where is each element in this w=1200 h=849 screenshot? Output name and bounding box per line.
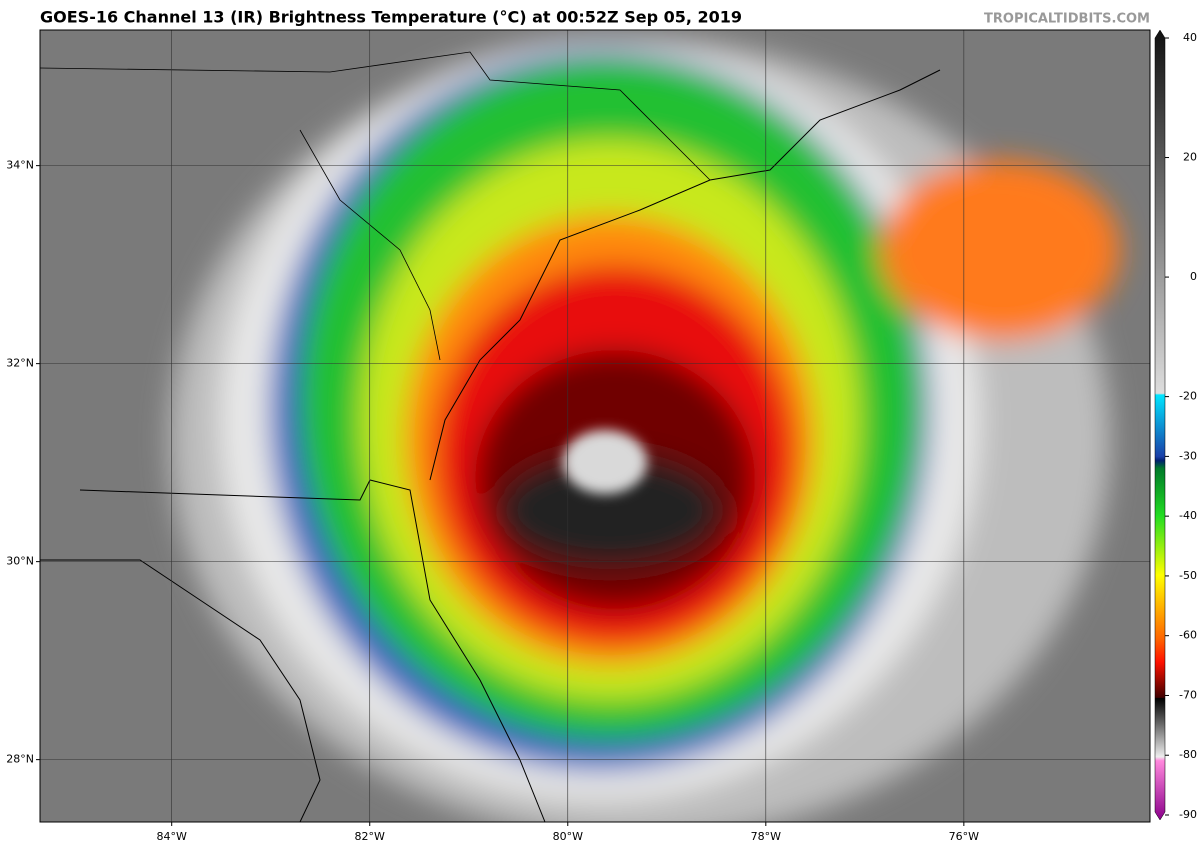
lon-label: 80°W xyxy=(553,830,583,843)
colorbar-label: 20 xyxy=(1183,151,1197,164)
satellite-image xyxy=(40,30,1150,822)
colorbar-label: -30 xyxy=(1179,449,1197,462)
map-frame xyxy=(39,29,1151,823)
lat-label: 30°N xyxy=(6,555,34,568)
lon-label: 82°W xyxy=(355,830,385,843)
colorbar-label: -60 xyxy=(1179,629,1197,642)
colorbar-label: -70 xyxy=(1179,688,1197,701)
title: GOES-16 Channel 13 (IR) Brightness Tempe… xyxy=(40,8,742,27)
colorbar-label: -40 xyxy=(1179,509,1197,522)
colorbar-label: -80 xyxy=(1179,748,1197,761)
lat-label: 28°N xyxy=(6,753,34,766)
credit: TROPICALTIDBITS.COM xyxy=(984,12,1150,27)
lon-label: 76°W xyxy=(949,830,979,843)
colorbar xyxy=(1154,29,1166,821)
colorbar-label: -90 xyxy=(1179,808,1197,821)
colorbar-label: 0 xyxy=(1190,270,1197,283)
lon-label: 84°W xyxy=(157,830,187,843)
colorbar-label: 40 xyxy=(1183,31,1197,44)
colorbar-label: -50 xyxy=(1179,569,1197,582)
lat-label: 34°N xyxy=(6,159,34,172)
colorbar-label: -20 xyxy=(1179,390,1197,403)
lat-label: 32°N xyxy=(6,357,34,370)
lon-label: 78°W xyxy=(751,830,781,843)
